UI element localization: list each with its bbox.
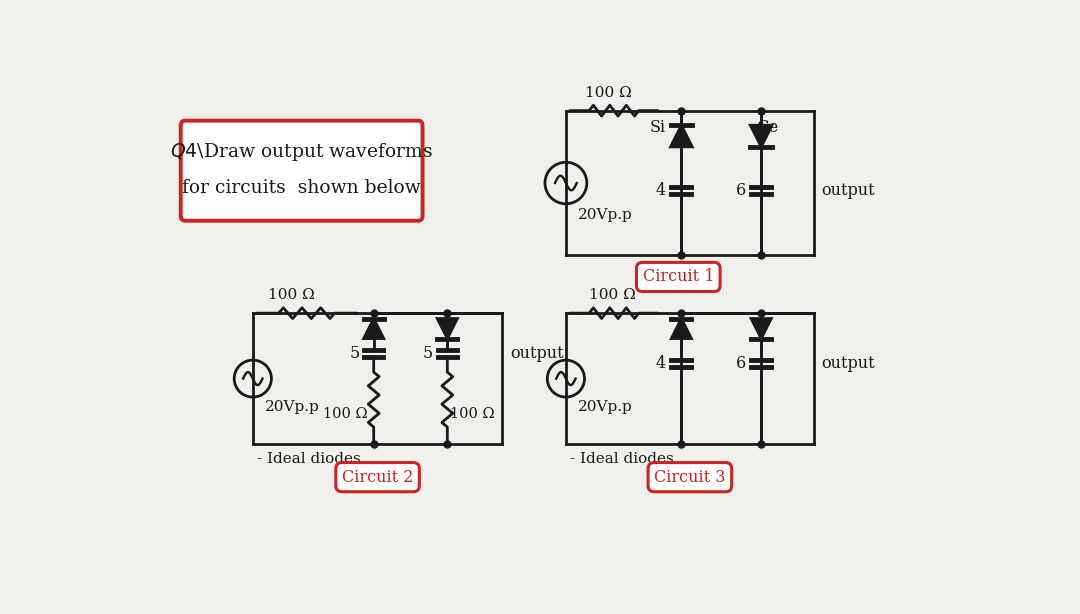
Text: Circuit 3: Circuit 3 bbox=[654, 468, 726, 486]
Text: - Ideal diodes: - Ideal diodes bbox=[257, 452, 361, 465]
Text: 20Vp.p: 20Vp.p bbox=[266, 400, 320, 414]
Polygon shape bbox=[671, 125, 692, 147]
Text: for circuits  shown below: for circuits shown below bbox=[183, 179, 421, 196]
Text: $\mathit{Q4}$\Draw output waveforms: $\mathit{Q4}$\Draw output waveforms bbox=[170, 141, 433, 163]
Text: 5: 5 bbox=[350, 344, 360, 362]
Text: 20Vp.p: 20Vp.p bbox=[578, 400, 633, 414]
Text: 4: 4 bbox=[656, 355, 666, 371]
Polygon shape bbox=[364, 319, 383, 338]
Text: - Ideal diodes: - Ideal diodes bbox=[570, 452, 674, 465]
Text: output: output bbox=[822, 355, 875, 371]
Text: 100 Ω: 100 Ω bbox=[450, 407, 495, 421]
Text: Circuit 2: Circuit 2 bbox=[342, 468, 414, 486]
Text: 100 Ω: 100 Ω bbox=[589, 289, 636, 302]
Polygon shape bbox=[751, 125, 772, 147]
Polygon shape bbox=[751, 319, 771, 338]
Text: Si: Si bbox=[650, 119, 666, 136]
Text: Circuit 1: Circuit 1 bbox=[643, 268, 714, 286]
Text: 4: 4 bbox=[656, 182, 666, 199]
Text: output: output bbox=[510, 344, 564, 362]
Polygon shape bbox=[437, 319, 458, 338]
Text: output: output bbox=[822, 182, 875, 199]
Text: 20Vp.p: 20Vp.p bbox=[578, 208, 632, 222]
Text: 100 Ω: 100 Ω bbox=[323, 407, 367, 421]
FancyBboxPatch shape bbox=[180, 120, 422, 221]
Polygon shape bbox=[672, 319, 691, 338]
Text: 6: 6 bbox=[735, 355, 745, 371]
Text: 5: 5 bbox=[423, 344, 433, 362]
Text: 6: 6 bbox=[735, 182, 745, 199]
Text: 100 Ω: 100 Ω bbox=[268, 289, 315, 302]
Text: Ge: Ge bbox=[757, 119, 779, 136]
Text: 100 Ω: 100 Ω bbox=[585, 86, 632, 100]
